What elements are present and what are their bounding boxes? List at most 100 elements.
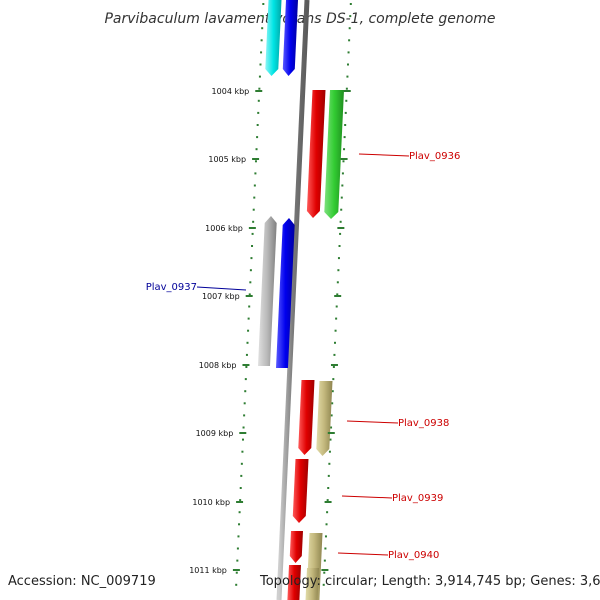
gene-labels: Plav_0936 Plav_0937 Plav_0938 Plav_0939 Plav… (146, 151, 461, 561)
guide-dot (327, 474, 330, 477)
guide-dot (326, 499, 329, 502)
gene-arrow[interactable] (282, 0, 298, 76)
guide-dot (250, 257, 253, 260)
tick-label: 1009 kbp (196, 429, 234, 438)
guide-dot (343, 136, 346, 139)
guide-dot (256, 136, 259, 139)
tick-label: 1010 kbp (192, 498, 230, 507)
guide-dot (346, 63, 349, 66)
guide-dot (256, 124, 259, 126)
accession-text: Accession: NC_009719 (8, 574, 156, 589)
guide-dot (245, 353, 248, 356)
map-title: Parvibaculum lavamentivorans DS-1, compl… (104, 11, 495, 27)
guide-dot (239, 499, 242, 502)
gene-label[interactable]: Plav_0938 (398, 418, 449, 429)
guide-dot (255, 148, 258, 151)
right-dotted-guide (322, 3, 352, 586)
gene-arrow[interactable] (276, 218, 295, 368)
guide-dot (261, 27, 264, 30)
gene-arrow[interactable] (287, 565, 301, 600)
guide-dot (340, 196, 343, 199)
guide-dot (328, 450, 331, 453)
guide-dot (323, 571, 326, 574)
guide-dot (252, 220, 255, 223)
guide-dot (331, 402, 334, 405)
guide-dot (243, 402, 246, 405)
guide-dot (239, 487, 242, 489)
guide-dot (253, 184, 256, 187)
guide-dot (336, 293, 339, 296)
gene-label[interactable]: Plav_0939 (392, 493, 443, 504)
guide-dot (240, 462, 243, 465)
guide-dot (348, 27, 351, 30)
gene-arrow[interactable] (316, 381, 333, 456)
gene-label[interactable]: Plav_0937 (146, 282, 197, 293)
guide-dot (257, 99, 260, 102)
guide-dot (341, 184, 344, 187)
guide-dot (251, 245, 254, 247)
guide-dot (260, 39, 263, 42)
gene-arrow[interactable] (306, 90, 326, 218)
guide-dot (260, 51, 263, 54)
guide-dot (333, 353, 336, 356)
gene-arrow[interactable] (298, 380, 315, 455)
guide-dot (342, 160, 345, 163)
guide-dot (327, 487, 330, 489)
guide-dot (334, 329, 337, 332)
left-dotted-guide (235, 3, 265, 586)
guide-dot (261, 15, 264, 18)
guide-dot (235, 571, 238, 574)
guide-dot (236, 559, 239, 562)
guide-dot (330, 414, 333, 417)
guide-dot (244, 390, 247, 393)
guide-dot (339, 220, 342, 223)
gene-arrow[interactable] (258, 216, 277, 366)
tick-label: 1011 kbp (189, 566, 227, 575)
guide-dot (249, 269, 252, 272)
guide-dot (238, 523, 241, 526)
guide-dot (349, 3, 352, 5)
guide-dot (254, 172, 257, 175)
guide-dot (337, 269, 340, 272)
guide-dot (258, 87, 261, 90)
guide-dot (252, 208, 255, 211)
gene-arrow[interactable] (292, 459, 309, 523)
label-leader-line (196, 286, 247, 291)
gene-arrow[interactable] (289, 531, 303, 563)
guide-dot (348, 39, 351, 42)
guide-dot (332, 366, 335, 368)
gene-label[interactable]: Plav_0940 (388, 550, 439, 561)
guide-dot (237, 535, 240, 538)
guide-dot (251, 232, 254, 235)
tick-label: 1004 kbp (212, 87, 250, 96)
guide-dot (322, 583, 325, 586)
guide-dot (254, 160, 257, 163)
guide-dot (340, 208, 343, 211)
label-leader-line (346, 420, 399, 424)
guide-dot (259, 63, 262, 66)
guide-dot (240, 474, 243, 477)
label-leader-line (341, 495, 393, 499)
guide-dot (236, 547, 239, 550)
guide-dot (242, 426, 245, 429)
guide-dot (249, 281, 252, 284)
gene-arrow[interactable] (305, 568, 320, 600)
guide-dot (248, 305, 251, 308)
guide-dot (335, 317, 338, 320)
gene-features (258, 0, 344, 600)
kbp-ticks: 1004 kbp 1005 kbp 1006 kbp 1007 kbp 1008 kbp… (189, 87, 351, 575)
guide-dot (253, 196, 256, 199)
tick-label: 1005 kbp (208, 155, 246, 164)
guide-dot (246, 341, 249, 344)
gene-arrow[interactable] (265, 0, 282, 76)
gene-label[interactable]: Plav_0936 (409, 151, 460, 162)
guide-dot (247, 317, 250, 320)
guide-dot (238, 511, 241, 514)
gene-arrow[interactable] (324, 90, 344, 219)
guide-dot (328, 462, 331, 465)
tick-label: 1006 kbp (205, 224, 243, 233)
guide-dot (336, 281, 339, 284)
guide-dot (323, 559, 326, 562)
guide-dot (258, 75, 261, 78)
